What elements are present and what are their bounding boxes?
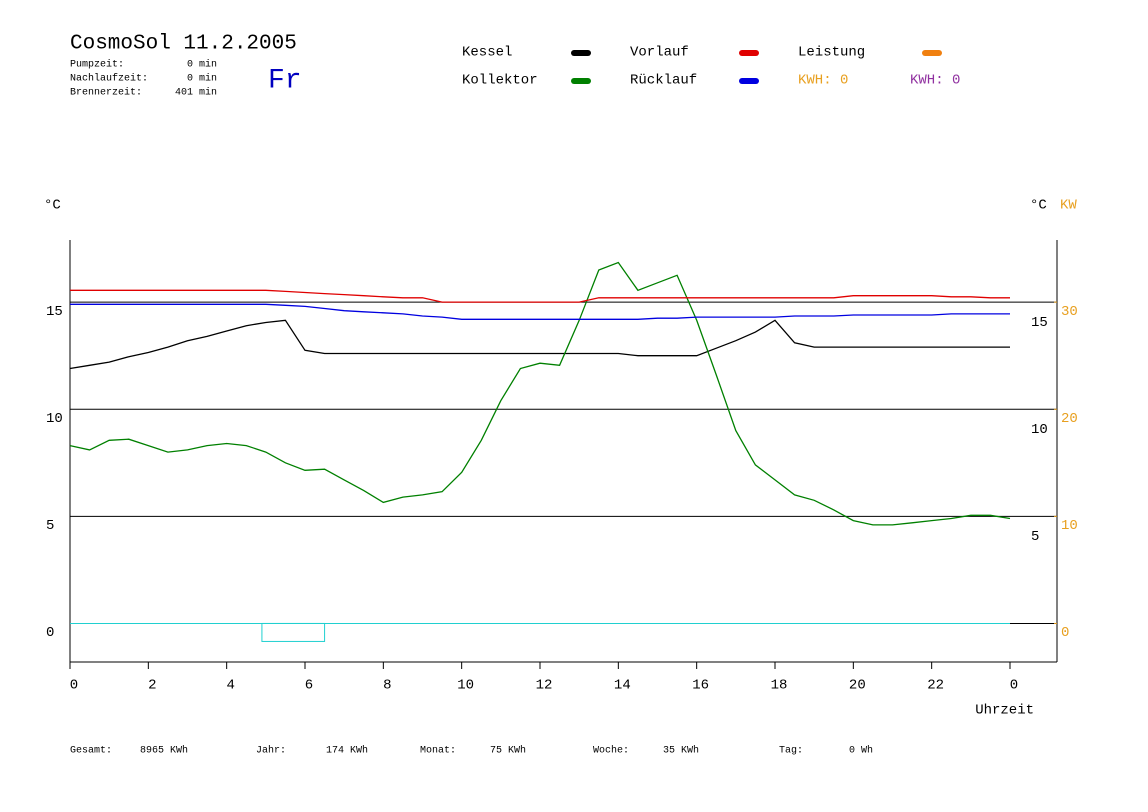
footer-label: Monat: — [420, 746, 456, 757]
x-tick-label: 4 — [226, 678, 234, 694]
day-label: Fr — [268, 65, 302, 96]
kwh-label: KWH: 0 — [798, 73, 848, 89]
x-tick-label: 8 — [383, 678, 391, 694]
chart-title: CosmoSol 11.2.2005 — [70, 33, 297, 56]
y2-tick-label: 10 — [1061, 518, 1078, 534]
y-unit-right: °C — [1030, 198, 1047, 214]
footer-label: Tag: — [779, 746, 803, 757]
series-line — [70, 289, 1010, 303]
info-value: 0 min — [187, 73, 217, 85]
x-tick-label: 14 — [614, 678, 631, 694]
kwh-label: KWH: 0 — [910, 73, 960, 89]
x-tick-label: 2 — [148, 678, 156, 694]
x-tick-label: 20 — [849, 678, 866, 694]
y2-tick-label: 30 — [1061, 304, 1078, 320]
footer-value: 75 KWh — [490, 745, 526, 757]
x-tick-label: 16 — [692, 678, 709, 694]
footer-value: 35 KWh — [663, 745, 699, 757]
x-tick-label: 0 — [70, 678, 78, 694]
x-tick-label: 10 — [457, 678, 474, 694]
info-label: Pumpzeit: — [70, 59, 124, 71]
footer-value: 174 KWh — [326, 745, 368, 757]
y-tick-label-right: 10 — [1031, 422, 1048, 438]
x-tick-label: 22 — [927, 678, 944, 694]
y-tick-label: 5 — [46, 518, 54, 534]
info-label: Nachlaufzeit: — [70, 73, 148, 85]
y-tick-label: 10 — [46, 411, 63, 427]
y2-tick-label: 0 — [1061, 625, 1069, 641]
legend-label: Kessel — [462, 45, 512, 61]
info-value: 401 min — [175, 87, 217, 99]
y-tick-label-right: 15 — [1031, 315, 1048, 331]
legend-label: Kollektor — [462, 73, 538, 89]
y-tick-label: 0 — [46, 625, 54, 641]
y2-tick-label: 20 — [1061, 411, 1078, 427]
x-tick-label: 12 — [536, 678, 553, 694]
legend-label: Rücklauf — [630, 73, 697, 89]
y-tick-label-right: 5 — [1031, 529, 1039, 545]
legend-label: Leistung — [798, 45, 865, 61]
pump-block — [261, 622, 326, 642]
y-unit: °C — [44, 198, 61, 214]
info-value: 0 min — [187, 59, 217, 71]
info-label: Brennerzeit: — [70, 87, 142, 99]
footer-label: Woche: — [593, 745, 629, 757]
x-tick-label: 18 — [771, 678, 788, 694]
footer-label: Gesamt: — [70, 746, 112, 757]
x-tick-label: 0 — [1010, 678, 1018, 694]
y-tick-label: 15 — [46, 304, 63, 320]
x-label: Uhrzeit — [975, 703, 1034, 719]
footer-label: Jahr: — [256, 745, 286, 757]
x-tick-label: 6 — [305, 678, 313, 694]
series-line — [69, 261, 1011, 526]
y2-unit: KW — [1060, 198, 1077, 214]
series-line — [70, 303, 1010, 320]
footer-value: 0 Wh — [849, 745, 873, 757]
footer-value: 8965 KWh — [140, 745, 188, 757]
series-line — [69, 319, 1010, 370]
legend-label: Vorlauf — [630, 45, 689, 61]
